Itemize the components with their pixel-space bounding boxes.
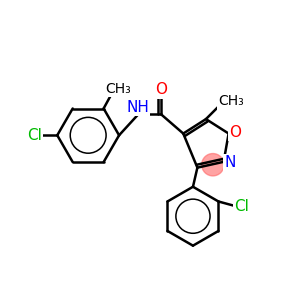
Circle shape [202,154,224,176]
Text: Cl: Cl [27,128,42,143]
Text: O: O [155,82,167,98]
Text: CH₃: CH₃ [106,82,131,96]
Text: O: O [229,124,241,140]
Text: N: N [224,155,236,170]
Text: NH: NH [126,100,149,115]
Text: Cl: Cl [235,199,250,214]
Text: CH₃: CH₃ [218,94,244,108]
